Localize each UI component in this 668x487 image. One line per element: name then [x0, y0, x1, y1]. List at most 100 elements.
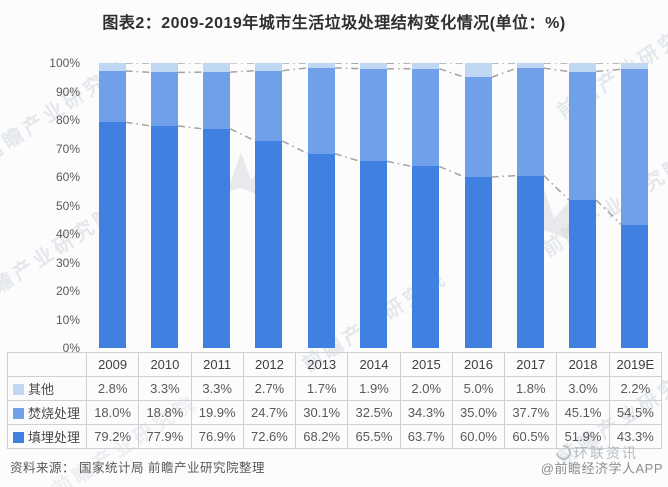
table-value-cell: 51.9%: [556, 424, 610, 449]
table-value-cell: 45.1%: [556, 400, 610, 425]
table-year-header: 2011: [190, 352, 244, 377]
bar-segment-填埋处理: [412, 166, 440, 348]
legend-label: 其他: [7, 376, 87, 401]
table-year-header: 2017: [504, 352, 558, 377]
table-value-cell: 79.2%: [85, 424, 140, 449]
bar-segment-填埋处理: [464, 177, 492, 348]
bar-segment-填埋处理: [98, 122, 126, 348]
bar-segment-其他: [516, 63, 544, 69]
table-corner-cell: [7, 352, 87, 377]
connector-line: [543, 67, 570, 73]
bar-segment-焚烧处理: [203, 72, 231, 129]
bar-segment-其他: [412, 63, 440, 69]
y-tick-label: 10%: [55, 312, 80, 327]
table-value-cell: 76.9%: [190, 424, 244, 449]
bar-segment-焚烧处理: [464, 77, 492, 177]
connector-line: [491, 67, 518, 78]
connector-line: [439, 67, 465, 78]
connector-line: [125, 121, 152, 127]
table-year-header: 2012: [242, 352, 297, 377]
connector-line: [230, 69, 256, 73]
y-tick-label: 60%: [55, 170, 80, 184]
table-row-焚烧处理: 焚烧处理 18.0% 18.8% 19.9% 24.7% 30.1% 32.5% 34.3% 3…: [7, 400, 663, 425]
legend-label: 填埋处理: [7, 424, 87, 449]
bar-segment-其他: [360, 63, 387, 69]
table-year-header: 2018: [556, 352, 610, 377]
plot-area: [86, 62, 661, 348]
bar-segment-其他: [150, 63, 178, 73]
table-value-cell: 18.0%: [85, 400, 140, 425]
table-year-header: 2019E: [608, 352, 663, 377]
bar-segment-填埋处理: [203, 128, 231, 348]
y-tick-label: 70%: [55, 141, 80, 156]
chart-title: 图表2：2009-2019年城市生活垃圾处理结构变化情况(单位：%): [102, 15, 566, 32]
connector-line: [491, 174, 517, 178]
bar-segment-填埋处理: [516, 175, 544, 348]
legend-label: 焚烧处理: [7, 400, 87, 425]
bar-segment-填埋处理: [307, 153, 335, 348]
table-value-cell: 3.3%: [190, 376, 244, 401]
y-tick-label: 50%: [55, 198, 80, 213]
app-credit: @前瞻经济学人APP: [540, 461, 663, 476]
bar-segment-填埋处理: [150, 126, 178, 348]
y-axis: 0% 10% 20% 30% 40% 50% 60% 70% 80% 90% 100%: [28, 56, 80, 355]
connector-line: [386, 160, 413, 168]
legend-swatch: [13, 384, 24, 395]
table-value-cell: 3.0%: [556, 376, 610, 401]
table-value-cell: 60.5%: [504, 424, 558, 449]
connector-line: [282, 140, 309, 155]
table-value-cell: 1.8%: [504, 376, 558, 401]
table-value-cell: 32.5%: [347, 400, 401, 425]
y-tick-label: 80%: [55, 113, 80, 127]
bar-segment-焚烧处理: [360, 68, 387, 162]
bar-segment-焚烧处理: [621, 69, 649, 225]
y-tick-label: 20%: [55, 284, 80, 298]
bar-segment-其他: [98, 63, 126, 71]
table-value-cell: 2.8%: [85, 376, 140, 401]
table-value-cell: 18.8%: [138, 400, 192, 425]
table-value-cell: 37.7%: [504, 400, 558, 425]
table-value-cell: 2.7%: [242, 376, 297, 401]
table-year-header: 2009: [85, 352, 140, 377]
table-year-header: 2016: [451, 352, 506, 377]
brand-watermark: 环联资讯: [552, 441, 638, 464]
bar-segment-填埋处理: [569, 200, 597, 348]
bar-segment-填埋处理: [360, 161, 387, 348]
y-tick-label: 90%: [55, 84, 80, 99]
table-value-cell: 1.7%: [295, 376, 349, 401]
table-value-cell: 68.2%: [295, 424, 349, 449]
bar-segment-其他: [621, 63, 649, 70]
connector-line: [229, 128, 256, 142]
legend-swatch: [13, 408, 24, 419]
connector-line: [282, 67, 308, 72]
table-value-cell: 24.7%: [242, 400, 297, 425]
brand-watermark-label: 环联资讯: [574, 445, 638, 461]
table-value-cell: 34.3%: [399, 400, 453, 425]
bar-segment-焚烧处理: [569, 71, 597, 201]
connector-line: [595, 199, 622, 226]
connector-line: [177, 125, 204, 130]
table-row-其他: 其他 2.8% 3.3% 3.3% 2.7% 1.7% 1.9% 2.0% 5.0% 1.8% 3.…: [7, 376, 663, 401]
legend-swatch: [13, 432, 24, 443]
table-value-cell: 19.9%: [190, 400, 244, 425]
bar-segment-其他: [255, 63, 283, 71]
bar-segment-其他: [307, 63, 335, 68]
bar-segment-焚烧处理: [307, 67, 335, 154]
bar-segment-焚烧处理: [150, 72, 178, 126]
table-value-cell: 2.2%: [608, 376, 663, 401]
y-tick-label: 100%: [49, 56, 80, 70]
table-year-header: 2014: [347, 352, 401, 377]
table-value-cell: 2.0%: [399, 376, 453, 401]
table-row-填埋处理: 填埋处理 79.2% 77.9% 76.9% 72.6% 68.2% 65.5% 63.7% 6…: [7, 424, 663, 449]
y-tick-label: 30%: [55, 255, 80, 270]
connector-line: [543, 175, 570, 201]
y-tick-label: 0%: [62, 341, 80, 355]
table-year-header: 2013: [295, 352, 349, 377]
bar-segment-焚烧处理: [255, 70, 283, 142]
connector-line: [596, 68, 622, 73]
bar-segment-焚烧处理: [98, 70, 126, 123]
bar-segment-其他: [464, 63, 492, 78]
bar-segment-填埋处理: [621, 224, 649, 348]
table-value-cell: 1.9%: [347, 376, 401, 401]
bar-segment-焚烧处理: [516, 68, 544, 176]
